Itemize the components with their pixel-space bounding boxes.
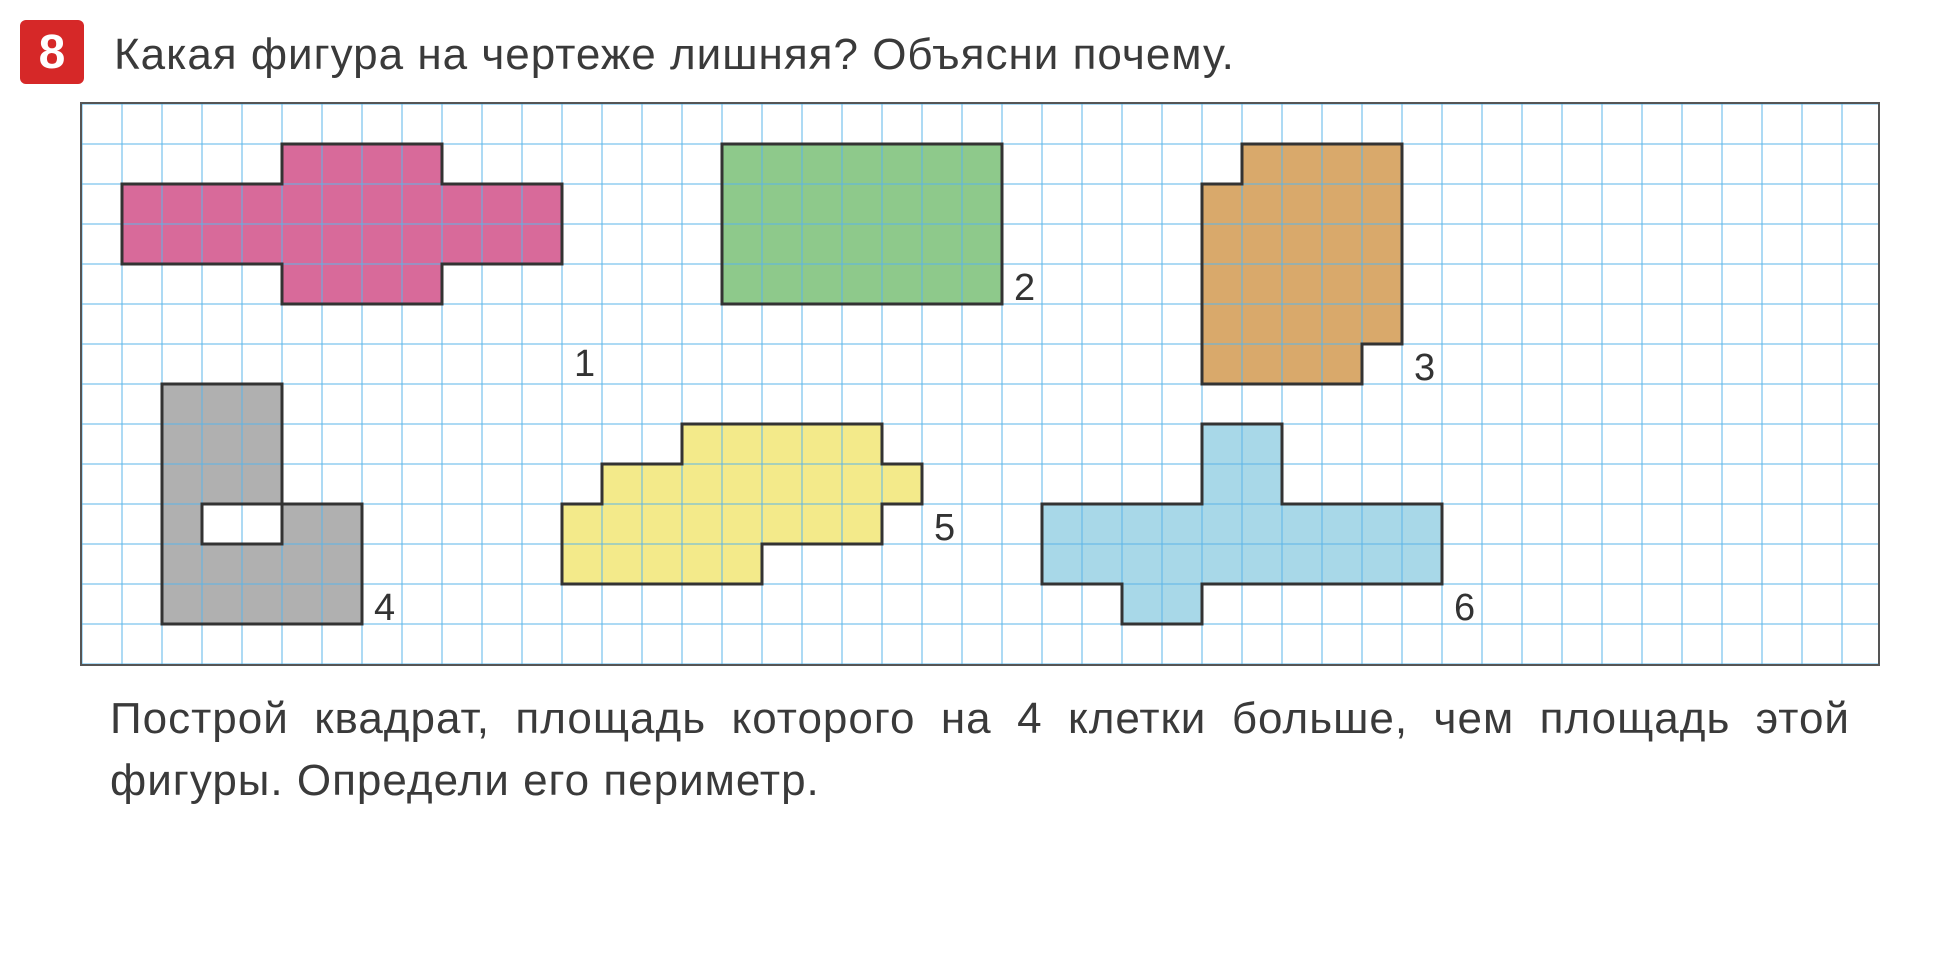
shape-label-5: 5 — [934, 507, 955, 549]
grid-figure: 1 2 3 4 5 6 — [80, 102, 1880, 666]
shape-label-3: 3 — [1414, 347, 1435, 389]
shape-label-6: 6 — [1454, 587, 1475, 629]
question-text: Какая фигура на чертеже лишняя? Объясни … — [114, 20, 1235, 83]
problem-number: 8 — [20, 20, 84, 84]
shape-label-4: 4 — [374, 587, 395, 629]
instruction-text: Построй квадрат, площадь которого на 4 к… — [110, 688, 1850, 811]
shape-label-2: 2 — [1014, 267, 1035, 309]
shape-label-1: 1 — [574, 343, 595, 385]
